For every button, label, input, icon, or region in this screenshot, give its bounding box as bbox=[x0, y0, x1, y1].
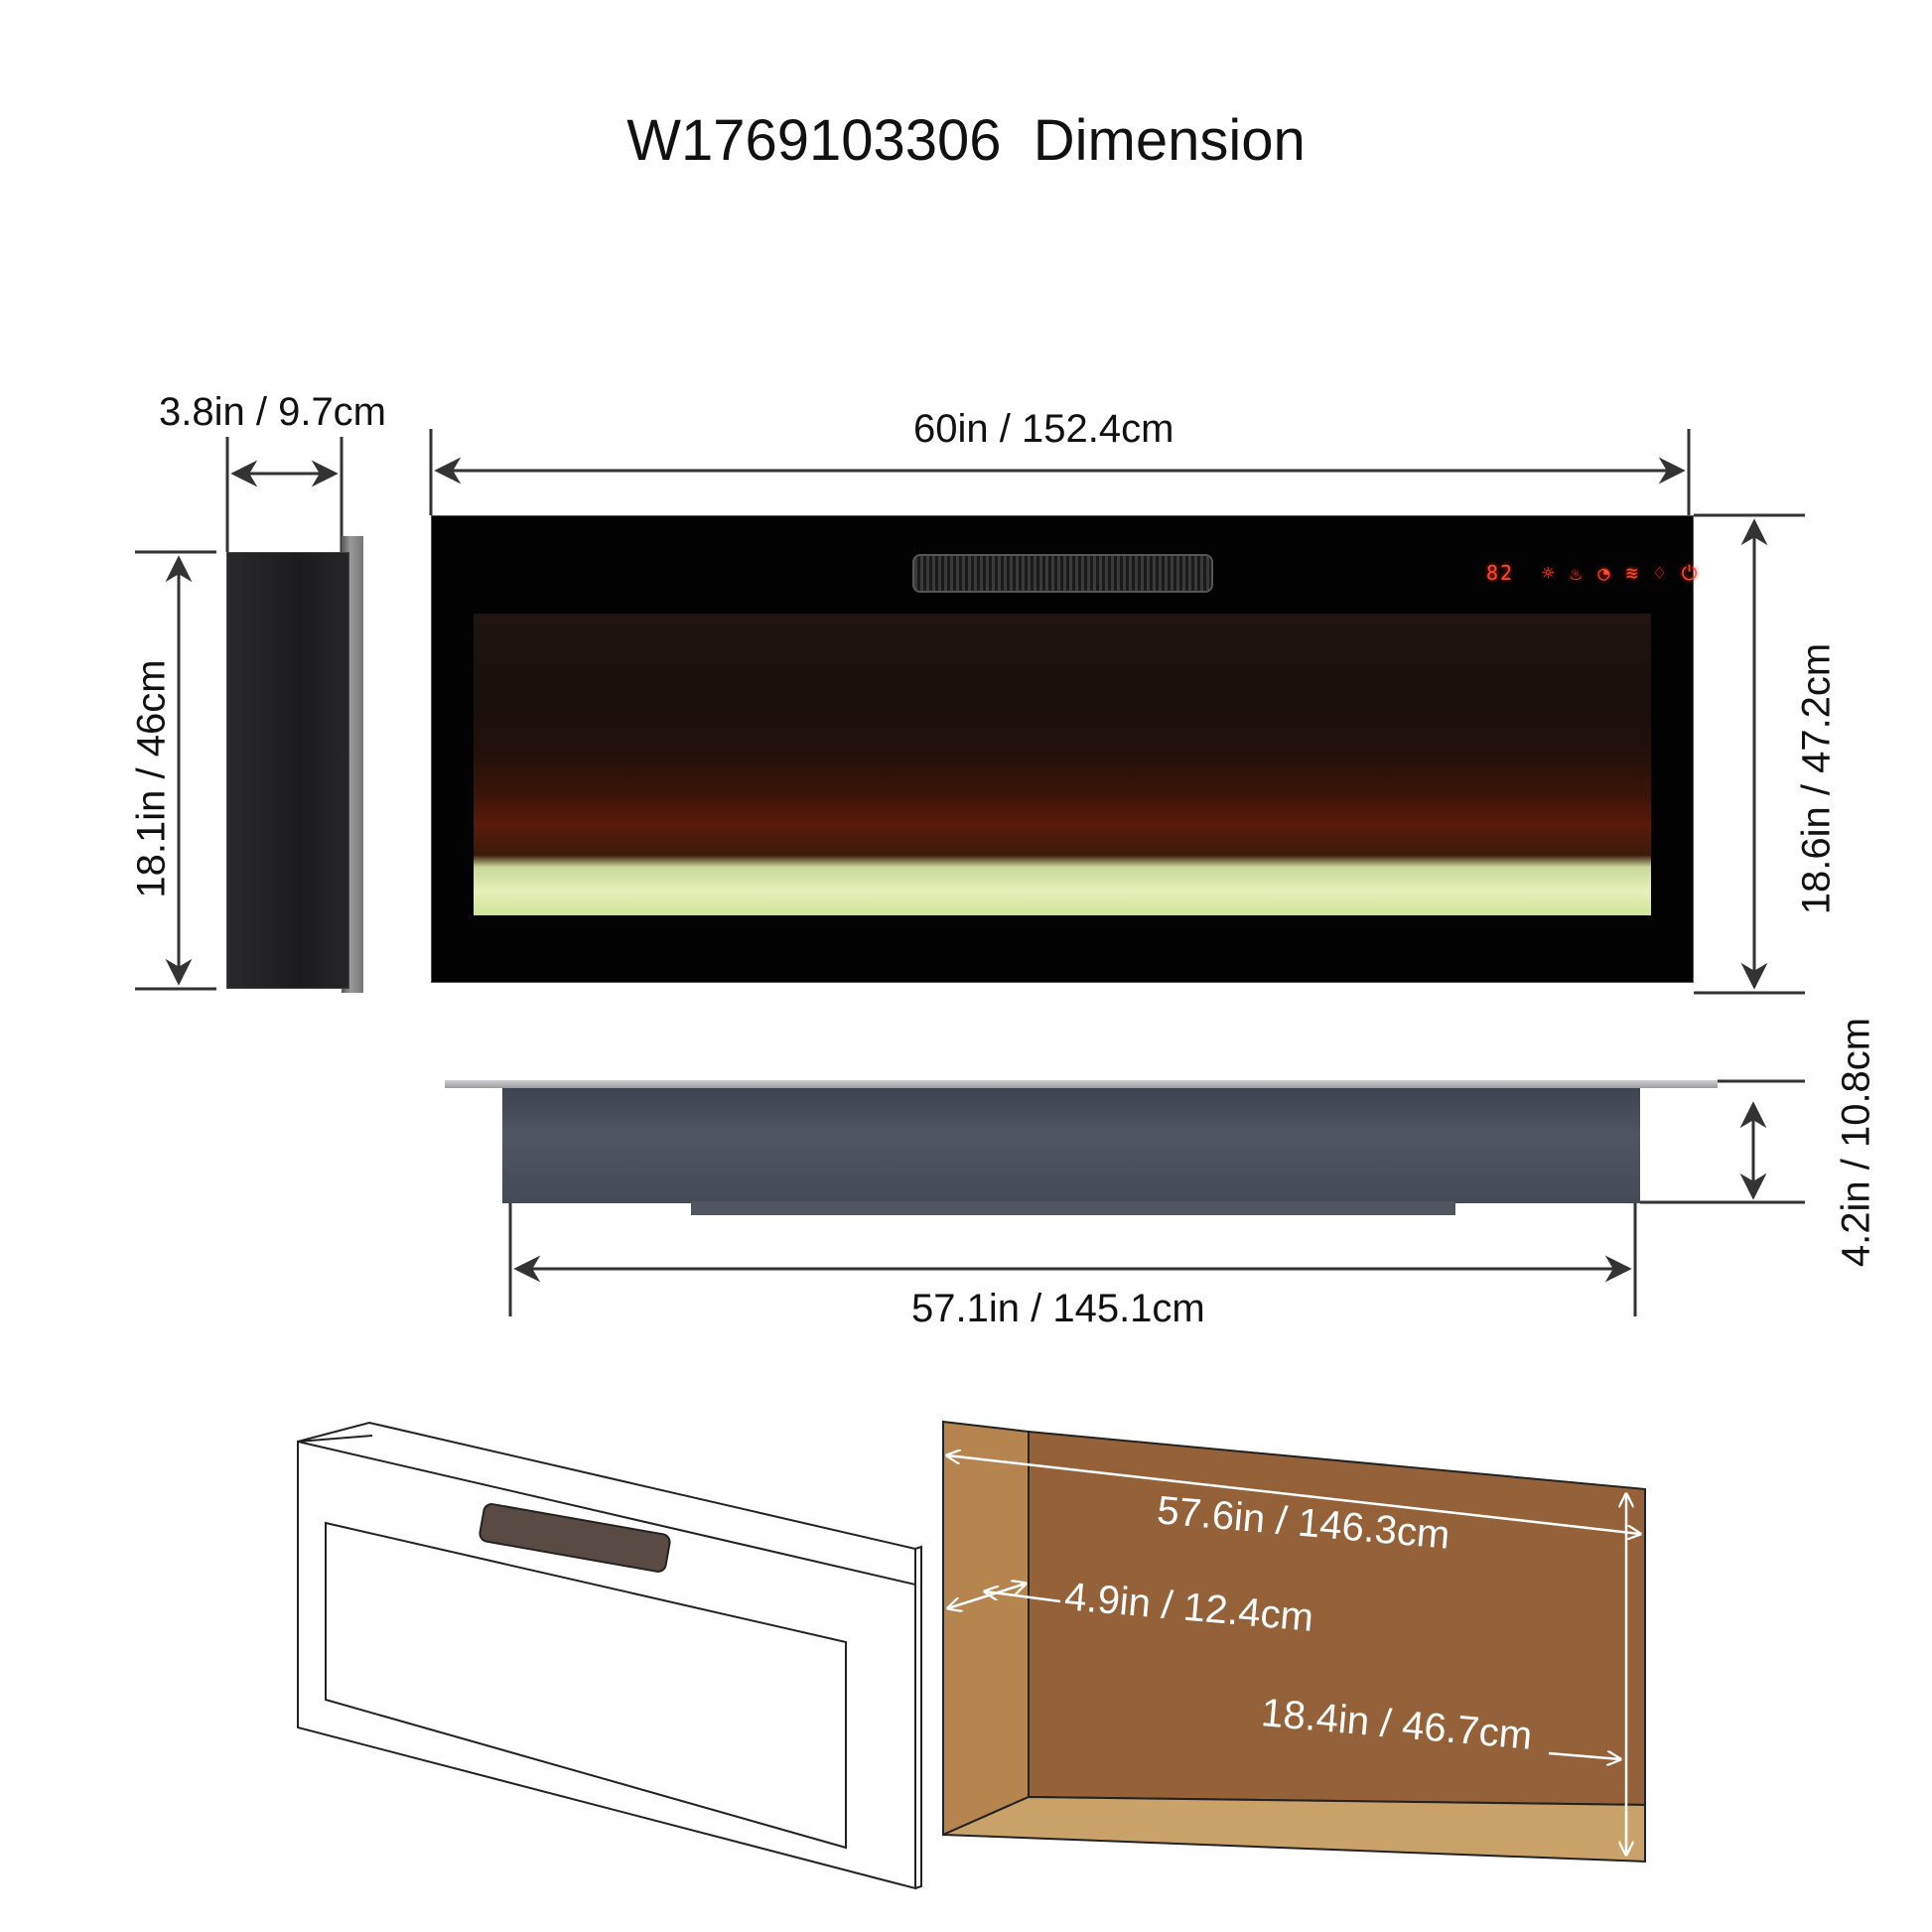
wall-recess-illustration bbox=[942, 1420, 1646, 1863]
led-temperature-display: 82 bbox=[1486, 561, 1515, 585]
bottom-depth-label: 4.2in / 10.8cm bbox=[1834, 1017, 1878, 1268]
flame-display-area bbox=[474, 614, 1651, 915]
brightness-icon: ☼ bbox=[1542, 561, 1557, 585]
side-height-label: 18.1in / 46cm bbox=[129, 659, 174, 898]
bottom-view-trim bbox=[445, 1080, 1718, 1088]
title-text: Dimension bbox=[1033, 108, 1306, 173]
heater-vent bbox=[912, 554, 1213, 593]
model-number: W1769103306 bbox=[626, 108, 1002, 173]
heat-icon: ≋ bbox=[1625, 561, 1640, 585]
flame-color-icon: ♢ bbox=[1653, 561, 1668, 585]
side-depth-label: 3.8in / 9.7cm bbox=[159, 390, 387, 434]
page-title: W1769103306 Dimension bbox=[0, 107, 1932, 174]
timer-icon: ◔ bbox=[1597, 561, 1612, 585]
bottom-view-lip bbox=[691, 1201, 1455, 1215]
flame-mode-icon: ♨ bbox=[1570, 561, 1585, 585]
side-view-image bbox=[226, 552, 349, 989]
bottom-width-label: 57.1in / 145.1cm bbox=[911, 1287, 1205, 1330]
front-height-label: 18.6in / 47.2cm bbox=[1794, 642, 1839, 915]
fireplace-line-drawing bbox=[297, 1421, 922, 1922]
bottom-view-image bbox=[502, 1088, 1640, 1203]
control-panel: 82 ☼ ♨ ◔ ≋ ♢ ⏻ bbox=[1486, 561, 1699, 585]
power-icon: ⏻ bbox=[1681, 561, 1700, 585]
front-width-label: 60in / 152.4cm bbox=[913, 407, 1174, 451]
